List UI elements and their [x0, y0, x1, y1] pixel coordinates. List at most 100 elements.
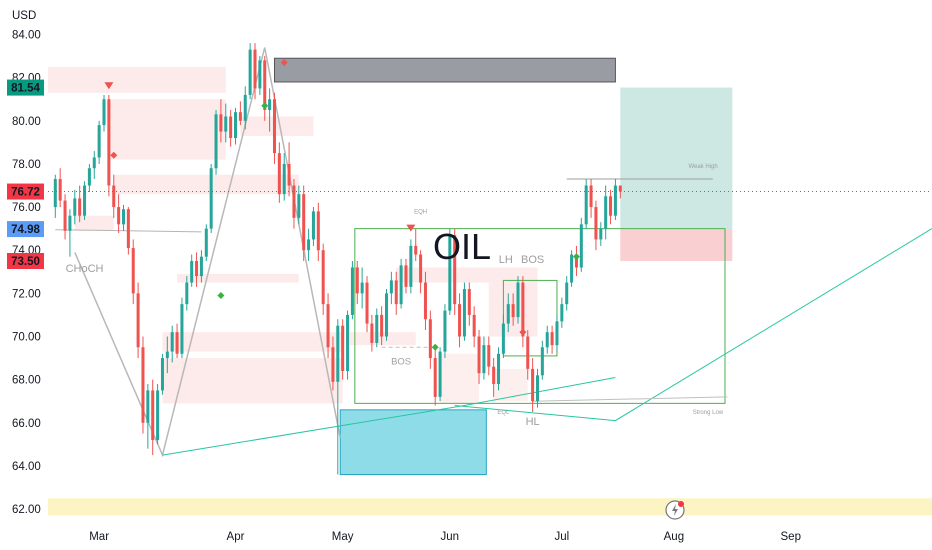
candle-body — [574, 254, 578, 268]
structure-box — [354, 228, 726, 404]
price-zone — [340, 409, 487, 475]
candle-body — [121, 209, 126, 225]
price-zone — [620, 229, 733, 261]
candle-body — [453, 235, 457, 305]
candle-body — [321, 250, 325, 305]
candle-body — [355, 267, 359, 294]
candle-body — [350, 267, 354, 315]
candle-body — [389, 280, 393, 294]
candle-body — [472, 314, 476, 337]
candle-body — [253, 49, 257, 89]
candle-body — [458, 304, 462, 337]
candle-body — [609, 196, 613, 216]
flash-icon-bolt — [672, 504, 678, 516]
candle-body — [297, 194, 301, 218]
candle-body — [341, 325, 345, 372]
candle-body — [594, 207, 598, 240]
price-zone — [108, 99, 226, 160]
y-tick-label: 84.00 — [12, 30, 41, 42]
candle-body — [331, 347, 335, 382]
candle-body — [243, 94, 247, 121]
price-label-text: 81.54 — [11, 83, 40, 95]
price-zone — [48, 66, 226, 93]
candle-body — [326, 304, 330, 348]
y-tick-label: 64.00 — [12, 461, 41, 473]
y-tick-label: 80.00 — [12, 116, 41, 128]
x-tick-label: Sep — [781, 531, 801, 543]
price-label-text: 76.72 — [11, 187, 40, 199]
candle-body — [160, 358, 164, 391]
currency-label: USD — [12, 10, 36, 22]
bearish-signal-marker — [280, 59, 288, 67]
candle-body — [613, 185, 617, 216]
candle-body — [380, 314, 384, 337]
candle-body — [214, 114, 218, 169]
candle-body — [462, 289, 466, 337]
candle-body — [438, 351, 442, 397]
candle-body — [604, 196, 608, 229]
y-tick-label: 66.00 — [12, 418, 41, 430]
candle-body — [87, 168, 91, 186]
candle-body — [209, 168, 213, 229]
candle-body — [570, 254, 574, 283]
x-tick-label: Aug — [664, 531, 684, 543]
chart-annotation: Strong Low — [693, 410, 724, 416]
candle-body — [311, 211, 315, 240]
candle-body — [419, 254, 423, 283]
chart-annotation: EQL — [497, 410, 510, 416]
candle-body — [384, 293, 389, 337]
candle-body — [365, 282, 369, 324]
candle-body — [268, 99, 272, 111]
chart-annotation: OIL — [433, 226, 491, 267]
candle-body — [136, 293, 140, 348]
candle-body — [487, 345, 491, 367]
notification-dot — [678, 501, 684, 507]
candle-body — [229, 116, 233, 139]
candle-body — [117, 207, 121, 225]
candle-body — [58, 179, 62, 201]
x-tick-label: Apr — [227, 531, 245, 543]
candle-body — [428, 319, 432, 359]
price-zone — [240, 116, 314, 136]
candle-body — [190, 261, 194, 283]
candle-body — [112, 185, 116, 208]
candle-body — [195, 261, 199, 277]
y-tick-label: 62.00 — [12, 504, 41, 516]
y-tick-label: 76.00 — [12, 202, 41, 214]
candle-body — [589, 185, 593, 208]
price-zone — [396, 267, 538, 283]
candle-body — [248, 49, 252, 95]
price-zone — [74, 215, 114, 231]
chart-annotation: EQH — [414, 210, 427, 216]
y-tick-label: 78.00 — [12, 159, 41, 171]
trend-line — [454, 228, 932, 422]
candle-body — [497, 353, 501, 384]
price-label-badge — [7, 79, 44, 96]
candle-body — [107, 99, 111, 186]
candle-body — [156, 390, 160, 441]
candle-body — [535, 375, 539, 402]
candle-body — [102, 99, 106, 126]
candle-body — [423, 282, 427, 320]
price-label-badge — [7, 221, 44, 238]
candle-body — [531, 368, 535, 402]
candle-body — [146, 390, 150, 423]
candle-body — [68, 215, 72, 231]
candle-body — [618, 185, 622, 192]
candle-body — [584, 185, 588, 225]
candle-body — [346, 314, 350, 372]
candle-body — [448, 235, 452, 311]
candle-body — [53, 179, 57, 208]
price-zone — [162, 358, 343, 404]
candle-body — [360, 282, 364, 294]
candle-body — [199, 256, 203, 277]
candle-body — [560, 304, 564, 322]
candle-body — [234, 112, 238, 139]
candle-body — [238, 112, 242, 121]
candle-body — [126, 209, 130, 249]
candle-body — [545, 332, 549, 348]
price-zone — [113, 174, 299, 195]
candle-body — [404, 265, 408, 287]
